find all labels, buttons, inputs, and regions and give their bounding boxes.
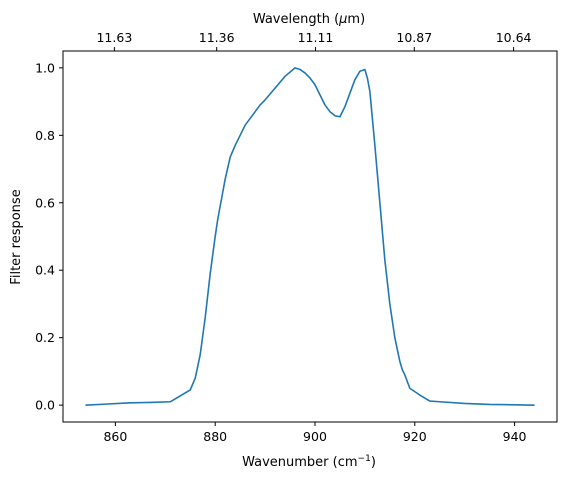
y-tick-label: 0.2: [35, 330, 55, 345]
x-tick-label: 940: [503, 429, 527, 444]
x-axis-label-close: ): [371, 455, 376, 470]
x-tick-label: 900: [303, 429, 327, 444]
y-tick-label: 1.0: [35, 60, 55, 75]
x-axis-label-superscript: −1: [358, 454, 371, 464]
x-tick-label: 920: [403, 429, 427, 444]
top-x-axis-label-close: m): [347, 12, 365, 27]
plot-border: [62, 50, 558, 423]
x-axis-label-text: Wavenumber (cm: [242, 455, 357, 470]
x-axis-label: Wavenumber (cm−1): [242, 454, 376, 470]
top-x-axis-label-mu: μ: [338, 12, 347, 27]
top-tick-label: 10.87: [396, 30, 432, 45]
y-axis-ticks: 0.0 0.2 0.4 0.6 0.8 1.0: [35, 60, 63, 413]
plot-frame: [62, 50, 558, 423]
top-x-axis-ticks: 11.63 11.36 11.11 10.87 10.64: [96, 30, 532, 51]
top-tick-label: 11.63: [96, 30, 132, 45]
top-x-axis-label: Wavelength (μm): [253, 12, 365, 27]
y-tick-label: 0.8: [35, 128, 55, 143]
y-tick-label: 0.4: [35, 263, 55, 278]
y-axis-label: Filter response: [9, 189, 24, 284]
top-tick-label: 11.11: [298, 30, 334, 45]
top-tick-label: 10.64: [496, 30, 532, 45]
bottom-x-axis-ticks: 860 880 900 920 940: [103, 422, 527, 444]
x-tick-label: 880: [203, 429, 227, 444]
y-tick-label: 0.0: [35, 398, 55, 413]
top-tick-label: 11.36: [199, 30, 235, 45]
top-x-axis-label-text: Wavelength (: [253, 12, 339, 27]
series-line-0: [85, 67, 535, 406]
series-layer: [85, 67, 535, 406]
y-tick-label: 0.6: [35, 195, 55, 210]
x-tick-label: 860: [103, 429, 127, 444]
